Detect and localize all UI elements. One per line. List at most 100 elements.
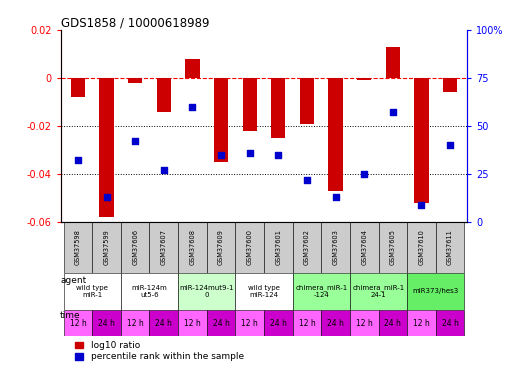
Text: GSM37598: GSM37598 [75,230,81,265]
FancyBboxPatch shape [92,222,121,273]
FancyBboxPatch shape [63,310,92,336]
Text: miR-124m
ut5-6: miR-124m ut5-6 [131,285,167,298]
Text: GSM37607: GSM37607 [161,229,167,265]
FancyBboxPatch shape [235,273,293,310]
Text: GSM37606: GSM37606 [132,229,138,265]
Point [159,167,168,173]
Bar [443,78,457,92]
Text: 12 h: 12 h [298,319,315,328]
Text: chimera_miR-1
-124: chimera_miR-1 -124 [295,285,347,298]
Bar [300,78,314,123]
FancyBboxPatch shape [63,222,92,273]
Point [303,177,311,183]
FancyBboxPatch shape [293,222,321,273]
Bar [328,78,343,190]
Text: miR-124mut9-1
0: miR-124mut9-1 0 [180,285,234,298]
Text: GSM37599: GSM37599 [103,230,109,265]
Point [131,138,139,144]
FancyBboxPatch shape [321,222,350,273]
Text: GSM37604: GSM37604 [361,229,367,265]
FancyBboxPatch shape [235,310,264,336]
Point [246,150,254,156]
FancyBboxPatch shape [207,310,235,336]
Text: 12 h: 12 h [413,319,430,328]
Text: GSM37600: GSM37600 [247,229,253,265]
FancyBboxPatch shape [407,273,465,310]
Text: GSM37610: GSM37610 [419,230,425,265]
FancyBboxPatch shape [178,222,207,273]
Text: 24 h: 24 h [384,319,401,328]
FancyBboxPatch shape [121,310,149,336]
Bar [99,78,114,217]
FancyBboxPatch shape [121,273,178,310]
FancyBboxPatch shape [350,222,379,273]
Bar [242,78,257,131]
FancyBboxPatch shape [321,310,350,336]
Bar [357,78,371,80]
Bar [214,78,228,162]
Text: time: time [60,311,81,320]
Text: GDS1858 / 10000618989: GDS1858 / 10000618989 [61,17,209,30]
Text: chimera_miR-1
24-1: chimera_miR-1 24-1 [352,285,404,298]
Text: 12 h: 12 h [241,319,258,328]
FancyBboxPatch shape [149,310,178,336]
Text: GSM37605: GSM37605 [390,229,396,265]
FancyBboxPatch shape [350,310,379,336]
Text: GSM37603: GSM37603 [333,230,338,265]
Text: 24 h: 24 h [270,319,287,328]
Text: wild type
miR-124: wild type miR-124 [248,285,280,298]
Point [74,158,82,164]
Text: 12 h: 12 h [184,319,201,328]
Bar [271,78,286,138]
FancyBboxPatch shape [293,310,321,336]
Text: miR373/hes3: miR373/hes3 [413,288,459,294]
FancyBboxPatch shape [178,273,235,310]
FancyBboxPatch shape [379,310,407,336]
Legend: log10 ratio, percentile rank within the sample: log10 ratio, percentile rank within the … [73,339,246,363]
FancyBboxPatch shape [264,222,293,273]
FancyBboxPatch shape [92,310,121,336]
Point [446,142,454,148]
FancyBboxPatch shape [63,273,121,310]
Bar [157,78,171,111]
Bar [414,78,429,203]
FancyBboxPatch shape [207,222,235,273]
Text: GSM37611: GSM37611 [447,230,453,265]
Point [274,152,282,158]
FancyBboxPatch shape [436,222,465,273]
Point [417,202,426,208]
Text: 24 h: 24 h [155,319,172,328]
Bar [185,59,200,78]
Text: GSM37609: GSM37609 [218,230,224,265]
Point [389,110,397,116]
FancyBboxPatch shape [407,222,436,273]
Text: 24 h: 24 h [98,319,115,328]
Text: 12 h: 12 h [70,319,86,328]
FancyBboxPatch shape [235,222,264,273]
Text: GSM37608: GSM37608 [190,229,195,265]
Text: GSM37602: GSM37602 [304,229,310,265]
Point [102,194,111,200]
Bar [385,47,400,78]
Point [360,171,369,177]
FancyBboxPatch shape [121,222,149,273]
Text: 24 h: 24 h [441,319,458,328]
Bar [71,78,85,97]
Text: 12 h: 12 h [127,319,144,328]
Point [217,152,225,158]
Text: 24 h: 24 h [213,319,230,328]
Point [332,194,340,200]
FancyBboxPatch shape [436,310,465,336]
FancyBboxPatch shape [178,310,207,336]
FancyBboxPatch shape [293,273,350,310]
Text: agent: agent [60,276,87,285]
FancyBboxPatch shape [407,310,436,336]
Text: GSM37601: GSM37601 [275,230,281,265]
FancyBboxPatch shape [350,273,407,310]
Bar [128,78,143,83]
FancyBboxPatch shape [379,222,407,273]
FancyBboxPatch shape [264,310,293,336]
FancyBboxPatch shape [149,222,178,273]
Point [188,104,196,110]
Text: 24 h: 24 h [327,319,344,328]
